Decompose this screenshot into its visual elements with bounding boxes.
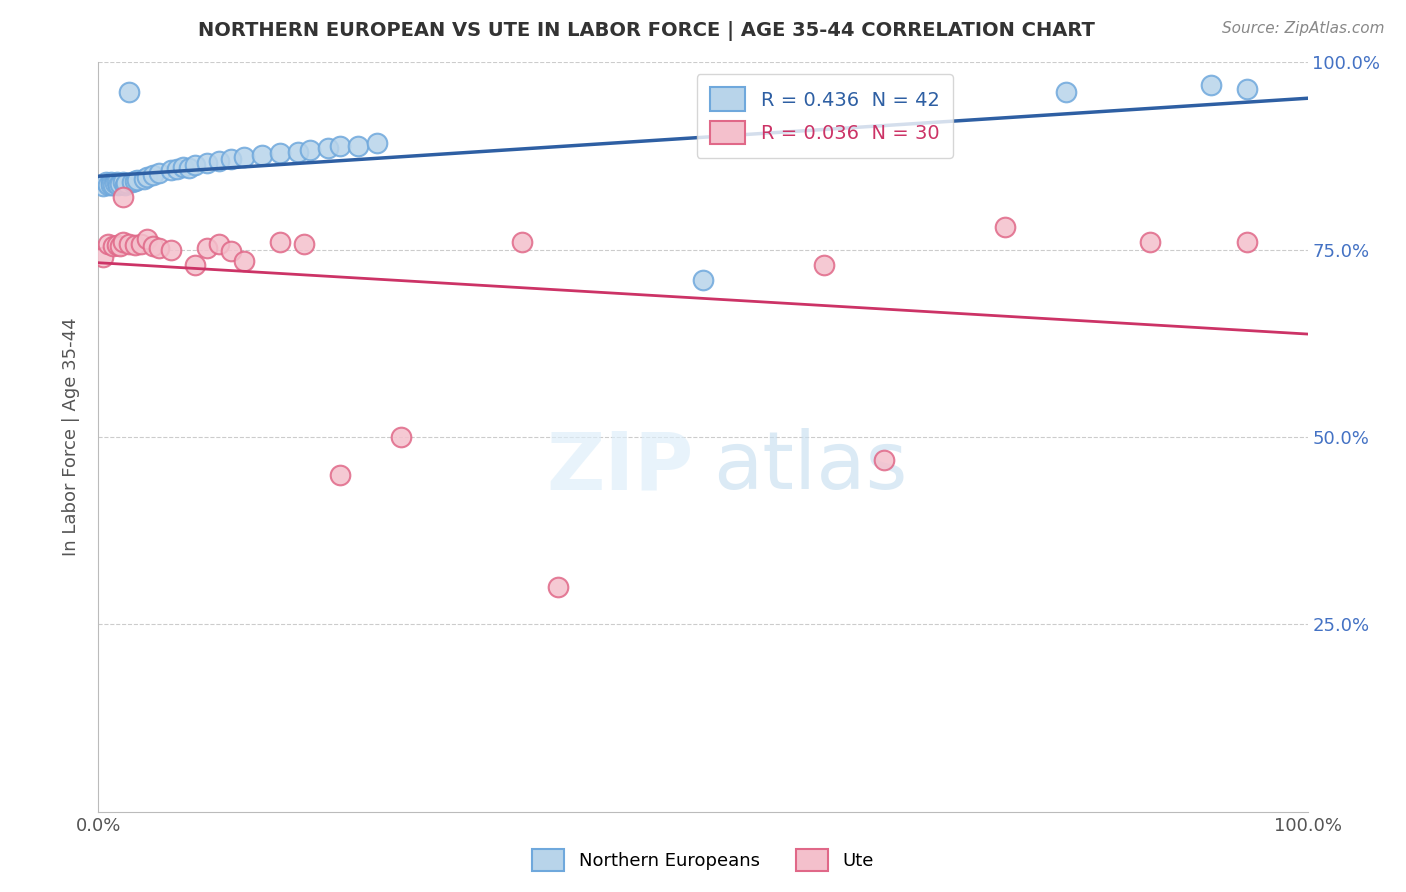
Point: [873, 452, 896, 467]
Point: [91, 250, 114, 264]
Text: ZIP: ZIP: [546, 428, 693, 506]
Point: [221, 152, 243, 166]
Point: [111, 175, 134, 189]
Point: [1199, 78, 1222, 92]
Point: [135, 231, 157, 245]
Point: [108, 177, 131, 191]
Point: [115, 176, 138, 190]
Point: [269, 235, 291, 250]
Point: [94, 175, 117, 189]
Point: [389, 430, 412, 444]
Point: [104, 176, 127, 190]
Point: [100, 178, 122, 192]
Legend: Northern Europeans, Ute: Northern Europeans, Ute: [524, 842, 882, 879]
Point: [121, 175, 143, 189]
Point: [135, 170, 157, 185]
Point: [195, 241, 218, 255]
Point: [101, 239, 124, 253]
Point: [221, 244, 243, 259]
Point: [118, 236, 141, 251]
Point: [142, 239, 165, 253]
Point: [1054, 86, 1077, 100]
Point: [994, 220, 1017, 235]
Point: [1139, 235, 1161, 250]
Text: atlas: atlas: [713, 428, 907, 506]
Point: [160, 243, 183, 257]
Point: [232, 254, 254, 268]
Point: [287, 145, 309, 159]
Point: [184, 158, 207, 172]
Point: [329, 467, 352, 482]
Point: [172, 160, 194, 174]
Point: [129, 236, 152, 251]
Point: [184, 258, 207, 272]
Point: [347, 138, 370, 153]
Point: [232, 150, 254, 164]
Point: [208, 153, 231, 168]
Point: [91, 179, 114, 194]
Point: [299, 143, 322, 157]
Point: [101, 178, 124, 193]
Point: [250, 148, 273, 162]
Point: [195, 156, 218, 170]
Legend: R = 0.436  N = 42, R = 0.036  N = 30: R = 0.436 N = 42, R = 0.036 N = 30: [696, 74, 953, 158]
Point: [148, 241, 170, 255]
Text: Source: ZipAtlas.com: Source: ZipAtlas.com: [1222, 21, 1385, 36]
Point: [813, 258, 835, 272]
Point: [148, 166, 170, 180]
Y-axis label: In Labor Force | Age 35-44: In Labor Force | Age 35-44: [62, 318, 80, 557]
Point: [692, 273, 714, 287]
Point: [134, 171, 156, 186]
Point: [114, 178, 136, 192]
Point: [111, 235, 134, 250]
Point: [366, 136, 388, 151]
Point: [292, 236, 315, 251]
Point: [105, 175, 128, 189]
Point: [108, 239, 131, 253]
Text: NORTHERN EUROPEAN VS UTE IN LABOR FORCE | AGE 35-44 CORRELATION CHART: NORTHERN EUROPEAN VS UTE IN LABOR FORCE …: [198, 21, 1095, 40]
Point: [107, 178, 129, 193]
Point: [97, 178, 120, 193]
Point: [118, 86, 141, 100]
Point: [208, 236, 231, 251]
Point: [111, 190, 134, 204]
Point: [160, 163, 183, 178]
Point: [329, 138, 352, 153]
Point: [105, 237, 128, 252]
Point: [269, 146, 291, 161]
Point: [1236, 235, 1258, 250]
Point: [510, 235, 533, 250]
Point: [124, 238, 146, 252]
Point: [127, 173, 149, 187]
Point: [179, 161, 201, 175]
Point: [166, 161, 188, 176]
Point: [124, 174, 146, 188]
Point: [316, 141, 339, 155]
Point: [547, 580, 569, 594]
Point: [1236, 81, 1258, 95]
Point: [142, 168, 165, 182]
Point: [97, 236, 120, 251]
Point: [100, 175, 122, 189]
